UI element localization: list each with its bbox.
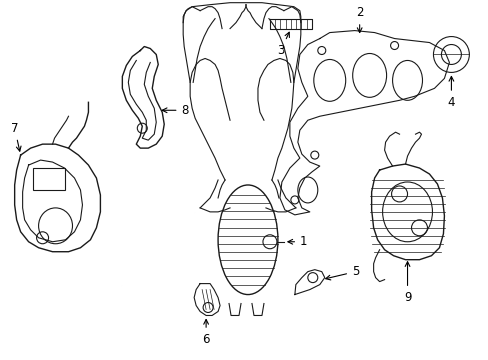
Text: 4: 4 (447, 76, 454, 109)
Text: 6: 6 (202, 319, 209, 346)
Text: 7: 7 (11, 122, 21, 151)
Text: 2: 2 (355, 6, 363, 32)
Text: 9: 9 (403, 262, 410, 304)
Text: 1: 1 (287, 235, 307, 248)
Text: 3: 3 (277, 32, 289, 57)
Text: 8: 8 (162, 104, 188, 117)
Text: 5: 5 (325, 265, 359, 280)
